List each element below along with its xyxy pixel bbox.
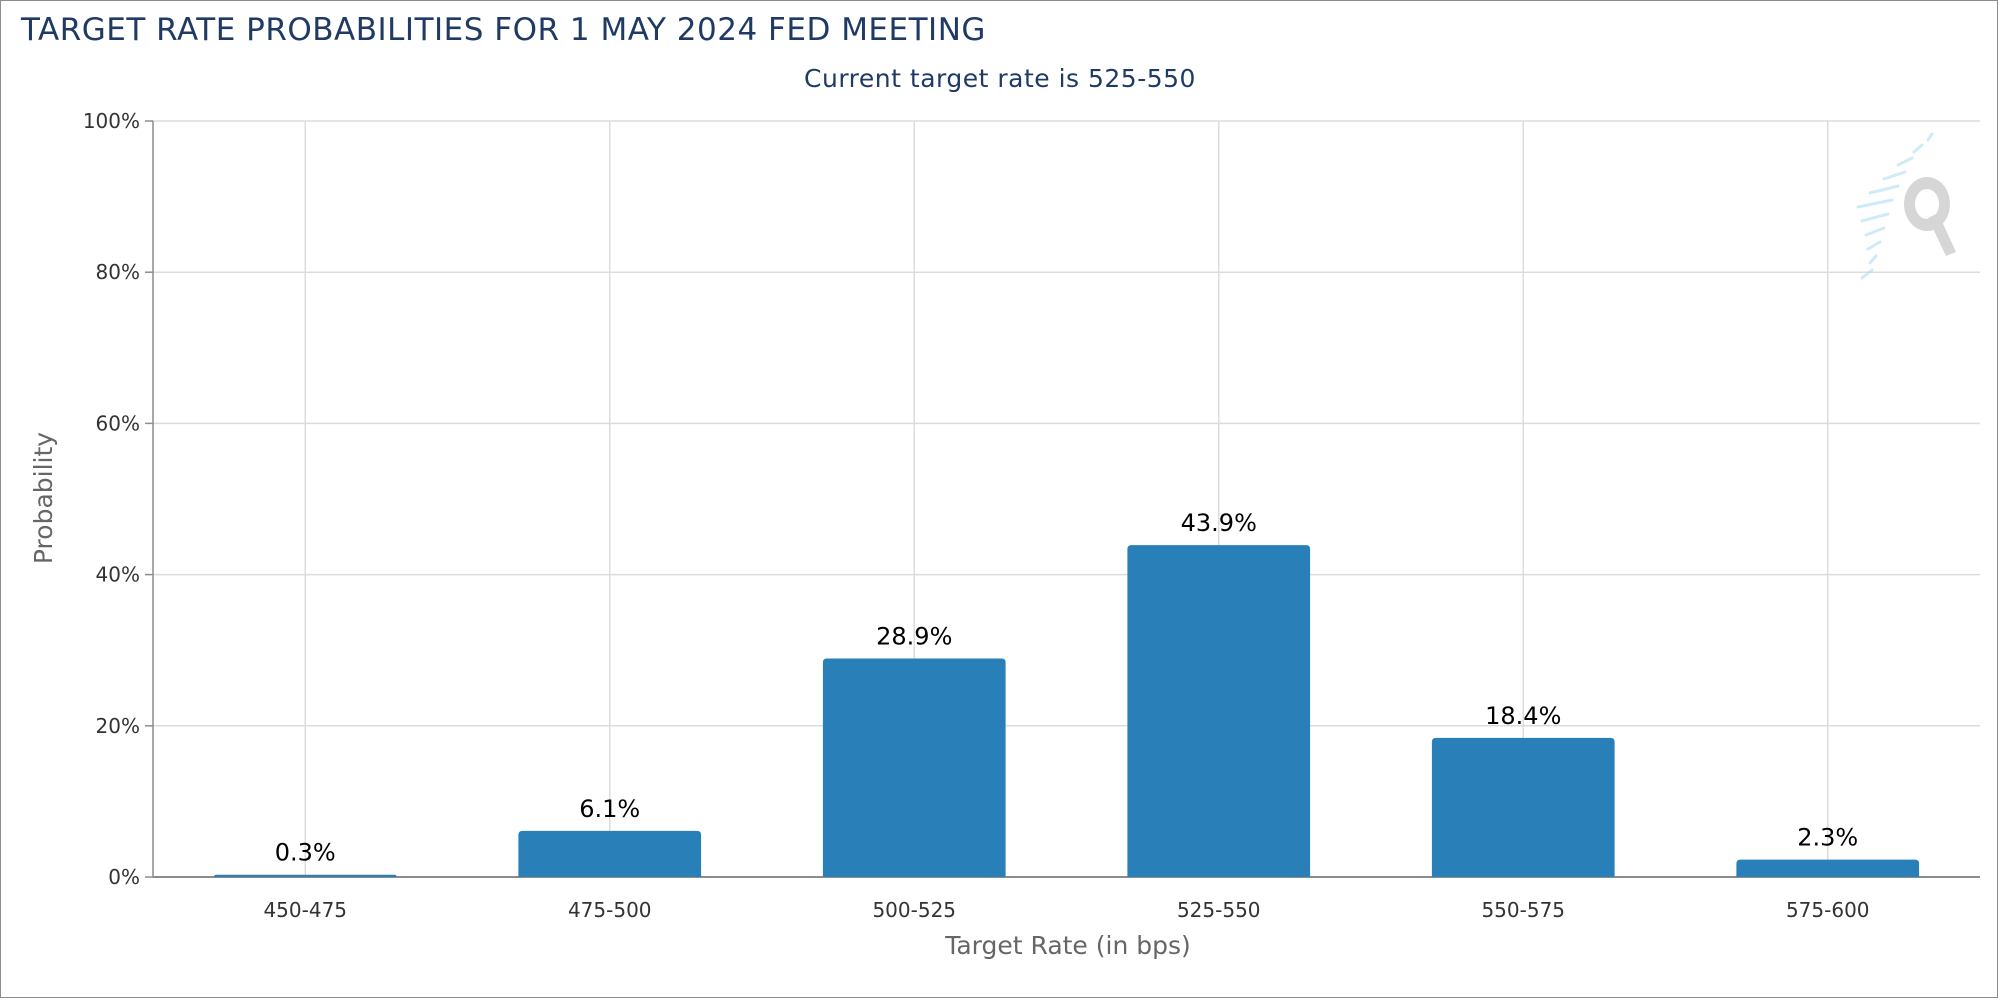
bars [213, 545, 1920, 877]
y-tick-label: 60% [96, 411, 140, 435]
x-tick-label: 525-550 [1177, 898, 1261, 922]
y-tick-label: 80% [96, 260, 140, 284]
x-tick-label: 450-475 [263, 898, 347, 922]
y-tick-label: 0% [108, 865, 140, 889]
bar [213, 874, 397, 877]
labels: 0% 20% 40% 60% 80% 100% 0.3% 450-475 6.1% 475-500… [83, 109, 1870, 922]
data-label: 28.9% [876, 623, 952, 651]
data-label: 18.4% [1485, 702, 1561, 730]
data-label: 43.9% [1181, 509, 1257, 537]
data-label: 2.3% [1797, 824, 1858, 852]
y-tick-label: 100% [83, 109, 140, 133]
y-tick-label: 20% [96, 714, 140, 738]
bar [518, 830, 702, 877]
y-tick-label: 40% [96, 563, 140, 587]
x-tick-label: 500-525 [872, 898, 956, 922]
axes [145, 120, 1980, 878]
bar [1127, 545, 1311, 877]
data-label: 6.1% [579, 795, 640, 823]
bar [1736, 859, 1920, 877]
x-tick-label: 550-575 [1481, 898, 1565, 922]
bar [1431, 737, 1615, 877]
y-axis-title: Probability [29, 432, 58, 564]
chart-title: TARGET RATE PROBABILITIES FOR 1 MAY 2024… [21, 12, 986, 48]
q-logo-icon [1856, 132, 1956, 280]
bar [822, 658, 1006, 877]
data-label: 0.3% [275, 839, 336, 867]
x-tick-label: 475-500 [568, 898, 652, 922]
x-axis-title: Target Rate (in bps) [944, 931, 1191, 960]
chart-subtitle: Current target rate is 525-550 [804, 64, 1196, 93]
grid-lines [153, 120, 1980, 877]
x-tick-label: 575-600 [1786, 898, 1870, 922]
